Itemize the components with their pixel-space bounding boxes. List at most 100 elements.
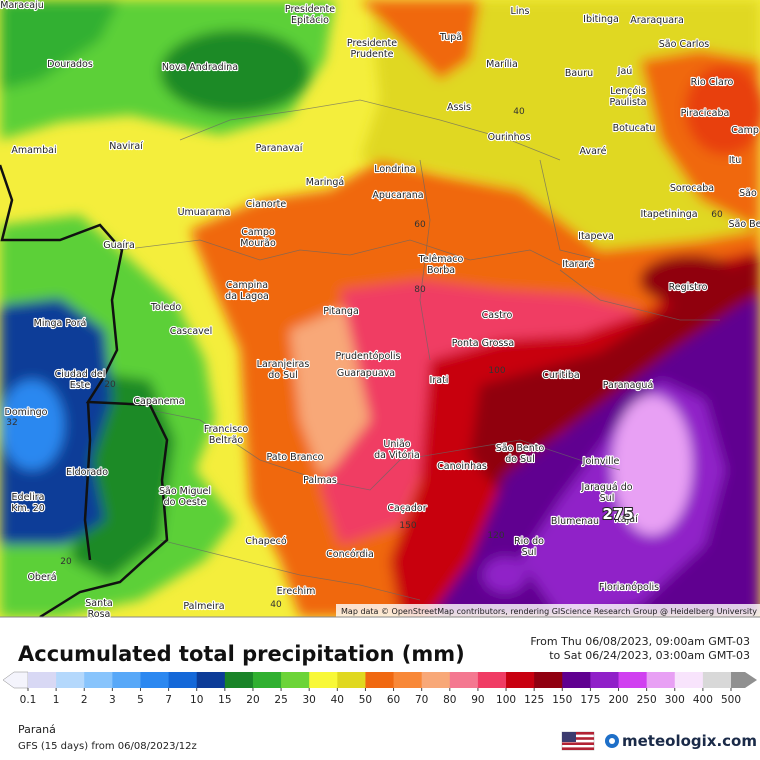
legend-swatch	[365, 672, 395, 688]
city-label: Botucatu	[613, 123, 656, 134]
contour-label: 20	[60, 557, 72, 567]
city-label: Rio do	[514, 536, 544, 547]
city-label: Pitanga	[323, 306, 359, 317]
contour-label: 60	[414, 220, 426, 230]
city-label: Maracaju	[0, 0, 43, 11]
city-label: da Lagoa	[225, 291, 269, 302]
city-label: Joinville	[582, 456, 620, 467]
contour-label: 32	[6, 418, 17, 428]
city-label: do Oeste	[164, 497, 207, 508]
contour-label: 150	[399, 521, 416, 531]
legend-swatch	[393, 672, 423, 688]
city-label: Chapecó	[245, 536, 287, 547]
legend-label: 200	[608, 694, 628, 706]
logo	[605, 734, 619, 748]
city-label: Minga Porá	[34, 318, 87, 329]
city-label: Campina	[226, 280, 268, 291]
city-label: Nova Andradina	[162, 62, 238, 73]
legend-label: 3	[109, 694, 116, 706]
legend-arrow	[2, 671, 29, 689]
legend-swatch	[477, 672, 507, 688]
city-label: Camp	[731, 125, 759, 136]
contour-label: 20	[104, 380, 116, 390]
city-label: Curitiba	[542, 370, 579, 381]
legend-label: 125	[524, 694, 544, 706]
city-label: Amambai	[11, 145, 56, 156]
legend-swatch	[562, 672, 591, 688]
city-label: Itajaí	[614, 514, 638, 525]
city-label: Prudentópolis	[336, 351, 401, 362]
legend-label: 90	[471, 694, 484, 706]
city-label: Km. 20	[11, 503, 45, 514]
legend-label: 100	[496, 694, 516, 706]
city-label: Sorocaba	[670, 183, 714, 194]
city-label: Itapeva	[578, 231, 614, 242]
contour-label: 40	[270, 600, 282, 610]
city-label: Ourinhos	[488, 132, 531, 143]
city-label: Tupã	[439, 32, 462, 43]
city-label: União	[383, 439, 410, 450]
title: Accumulated total precipitation (mm)	[18, 642, 465, 666]
contour-label: 100	[488, 366, 505, 376]
city-label: Palmeira	[183, 601, 224, 612]
legend-label: 40	[331, 694, 344, 706]
legend-label: 150	[552, 694, 572, 706]
brand: meteologix.com	[622, 732, 757, 750]
city-label: do Sul	[505, 454, 535, 465]
city-label: Francisco	[204, 424, 249, 435]
legend-label: 400	[693, 694, 713, 706]
legend-label: 250	[637, 694, 657, 706]
city-label: Naviraí	[109, 141, 143, 152]
legend-label: 300	[665, 694, 685, 706]
city-label: Oberá	[27, 572, 56, 583]
legend-swatch	[590, 672, 620, 688]
legend-label: 500	[721, 694, 741, 706]
contour-label: 275	[602, 505, 633, 523]
city-label: Castro	[482, 310, 513, 321]
city-label: Dourados	[47, 59, 93, 70]
city-label: Capanema	[133, 396, 184, 407]
precip-field	[0, 0, 760, 617]
legend-label: 70	[415, 694, 428, 706]
city-label: do Sul	[268, 370, 298, 381]
city-label: Edelira	[12, 492, 45, 503]
legend-swatch	[506, 672, 535, 688]
contour-label: 40	[513, 107, 525, 117]
city-label: Guaíra	[103, 240, 135, 251]
city-label: Araraquara	[630, 15, 684, 26]
legend-label: 60	[387, 694, 400, 706]
legend-label: 2	[81, 694, 88, 706]
legend-swatch	[28, 672, 57, 688]
city-label: Itararé	[562, 259, 594, 270]
contour-label: 120	[487, 531, 504, 541]
city-label: Cianorte	[246, 199, 287, 210]
city-label: Telêmaco	[418, 254, 464, 265]
attribution: Map data © OpenStreetMap contributors, r…	[341, 607, 757, 616]
legend-label: 0.1	[20, 694, 37, 706]
legend-label: 20	[246, 694, 259, 706]
city-label: Prudente	[351, 49, 394, 60]
legend-swatch	[140, 672, 170, 688]
city-label: Marília	[486, 59, 518, 70]
legend-swatch	[337, 672, 366, 688]
date-from: From Thu 06/08/2023, 09:00am GMT-03	[530, 635, 750, 648]
map-labels: Maracaju Dourados Nova Andradina Presidente…	[0, 0, 760, 621]
city-label: Paranaguá	[603, 380, 654, 391]
city-label: São Miguel	[159, 486, 211, 497]
city-label: Sul	[522, 547, 537, 558]
city-label: Concórdia	[326, 549, 374, 560]
legend-label: 10	[190, 694, 203, 706]
city-label: da Vitória	[374, 450, 420, 461]
legend-label: 7	[165, 694, 172, 706]
legend-swatch	[646, 672, 676, 688]
city-label: Este	[70, 380, 91, 391]
legend-swatch	[674, 672, 704, 688]
legend-swatch	[421, 672, 451, 688]
legend-swatch	[168, 672, 198, 688]
legend-label: 175	[580, 694, 600, 706]
city-label: Pato Branco	[267, 452, 324, 463]
city-label: Paranavaí	[256, 143, 303, 154]
city-label: Mourão	[240, 238, 276, 249]
city-label: Guarapuava	[337, 368, 395, 379]
city-label: Toledo	[150, 302, 182, 313]
